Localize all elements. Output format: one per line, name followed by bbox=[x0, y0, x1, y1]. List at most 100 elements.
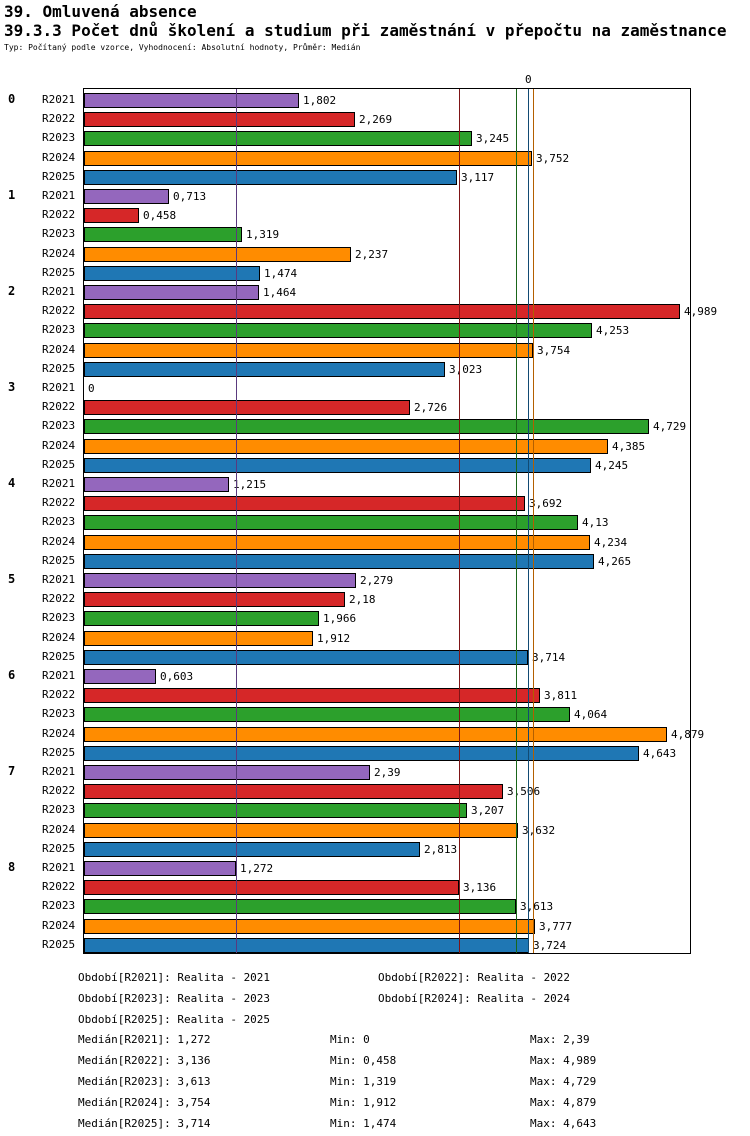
bar-group1-r2024 bbox=[84, 247, 351, 262]
stat-max: Max: 4,643 bbox=[530, 1117, 597, 1130]
series-label: R2021 bbox=[42, 669, 76, 682]
bar-group5-r2025 bbox=[84, 650, 528, 665]
series-label: R2023 bbox=[42, 227, 76, 240]
series-label: R2024 bbox=[42, 535, 76, 548]
median-line-r2023 bbox=[516, 89, 517, 953]
series-label: R2025 bbox=[42, 650, 76, 663]
axis-zero-label: 0 bbox=[525, 73, 532, 86]
group-label-6: 6 bbox=[8, 668, 16, 682]
group-label-1: 1 bbox=[8, 188, 16, 202]
bar-group4-r2021 bbox=[84, 477, 229, 492]
bar-group6-r2025 bbox=[84, 746, 639, 761]
value-label: 1,912 bbox=[317, 632, 351, 645]
series-label: R2023 bbox=[42, 803, 76, 816]
value-label: 4,13 bbox=[582, 516, 609, 529]
series-label: R2025 bbox=[42, 554, 76, 567]
stat-median: Medián[R2021]: 1,272 bbox=[78, 1033, 211, 1046]
series-label: R2023 bbox=[42, 323, 76, 336]
stat-max: Max: 4,989 bbox=[530, 1054, 597, 1067]
stat-min: Min: 0,458 bbox=[330, 1054, 397, 1067]
series-label: R2022 bbox=[42, 304, 76, 317]
value-label: 2,269 bbox=[359, 113, 393, 126]
bar-group4-r2024 bbox=[84, 535, 590, 550]
bar-group6-r2021 bbox=[84, 669, 156, 684]
value-label: 3,692 bbox=[529, 497, 563, 510]
value-label: 3,724 bbox=[533, 939, 567, 952]
value-label: 4,879 bbox=[671, 728, 705, 741]
value-label: 4,234 bbox=[594, 536, 628, 549]
legend-item: Období[R2021]: Realita - 2021 bbox=[78, 971, 271, 984]
series-label: R2022 bbox=[42, 208, 76, 221]
bar-group2-r2024 bbox=[84, 343, 533, 358]
value-label: 0 bbox=[88, 382, 95, 395]
bar-group5-r2021 bbox=[84, 573, 356, 588]
series-label: R2023 bbox=[42, 707, 76, 720]
bar-group7-r2024 bbox=[84, 823, 518, 838]
series-label: R2021 bbox=[42, 189, 76, 202]
bar-group7-r2023 bbox=[84, 803, 467, 818]
stat-max: Max: 4,729 bbox=[530, 1075, 597, 1088]
bar-group7-r2021 bbox=[84, 765, 370, 780]
bar-group6-r2023 bbox=[84, 707, 570, 722]
bar-group0-r2021 bbox=[84, 93, 299, 108]
page-title: 39. Omluvená absence bbox=[4, 2, 197, 21]
group-label-2: 2 bbox=[8, 284, 16, 298]
bar-group2-r2021 bbox=[84, 285, 259, 300]
bar-group0-r2022 bbox=[84, 112, 355, 127]
value-label: 3,117 bbox=[461, 171, 495, 184]
stat-min: Min: 1,319 bbox=[330, 1075, 397, 1088]
bar-group3-r2022 bbox=[84, 400, 410, 415]
bar-group2-r2023 bbox=[84, 323, 592, 338]
value-label: 3,136 bbox=[463, 881, 497, 894]
value-label: 4,253 bbox=[596, 324, 630, 337]
series-label: R2023 bbox=[42, 131, 76, 144]
bar-group2-r2022 bbox=[84, 304, 680, 319]
series-label: R2022 bbox=[42, 784, 76, 797]
group-label-7: 7 bbox=[8, 764, 16, 778]
series-label: R2024 bbox=[42, 823, 76, 836]
value-label: 4,265 bbox=[598, 555, 632, 568]
series-label: R2024 bbox=[42, 439, 76, 452]
series-label: R2021 bbox=[42, 285, 76, 298]
value-label: 0,603 bbox=[160, 670, 194, 683]
series-label: R2024 bbox=[42, 727, 76, 740]
series-label: R2025 bbox=[42, 362, 76, 375]
value-label: 4,729 bbox=[653, 420, 687, 433]
bar-group8-r2023 bbox=[84, 899, 516, 914]
series-label: R2022 bbox=[42, 496, 76, 509]
value-label: 2,237 bbox=[355, 248, 389, 261]
series-label: R2025 bbox=[42, 170, 76, 183]
bar-group8-r2022 bbox=[84, 880, 459, 895]
value-label: 0,713 bbox=[173, 190, 207, 203]
series-label: R2025 bbox=[42, 458, 76, 471]
bar-group0-r2024 bbox=[84, 151, 532, 166]
bar-group4-r2023 bbox=[84, 515, 578, 530]
value-label: 3,023 bbox=[449, 363, 483, 376]
bar-group5-r2023 bbox=[84, 611, 319, 626]
value-label: 3,777 bbox=[539, 920, 573, 933]
bar-group3-r2025 bbox=[84, 458, 591, 473]
legend: Období[R2021]: Realita - 2021 Období[R202… bbox=[0, 965, 750, 1027]
value-label: 1,464 bbox=[263, 286, 297, 299]
bar-group4-r2022 bbox=[84, 496, 525, 511]
value-label: 3,245 bbox=[476, 132, 510, 145]
value-label: 2,39 bbox=[374, 766, 401, 779]
value-label: 3,632 bbox=[522, 824, 556, 837]
value-label: 2,279 bbox=[360, 574, 394, 587]
group-label-4: 4 bbox=[8, 476, 16, 490]
bar-group0-r2023 bbox=[84, 131, 472, 146]
value-label: 4,385 bbox=[612, 440, 646, 453]
series-label: R2021 bbox=[42, 765, 76, 778]
stat-min: Min: 1,474 bbox=[330, 1117, 397, 1130]
stat-max: Max: 2,39 bbox=[530, 1033, 590, 1046]
page-subtitle: 39.3.3 Počet dnů školení a studium při z… bbox=[4, 21, 727, 40]
bar-group1-r2022 bbox=[84, 208, 139, 223]
bar-group1-r2025 bbox=[84, 266, 260, 281]
series-label: R2023 bbox=[42, 419, 76, 432]
value-label: 1,215 bbox=[233, 478, 267, 491]
series-label: R2022 bbox=[42, 880, 76, 893]
bar-chart: 0 1,802 2,269 3,245 3,752 3,117 0,713 0,458 1,3… bbox=[0, 74, 750, 954]
series-label: R2025 bbox=[42, 266, 76, 279]
series-label: R2023 bbox=[42, 515, 76, 528]
value-label: 3,714 bbox=[532, 651, 566, 664]
